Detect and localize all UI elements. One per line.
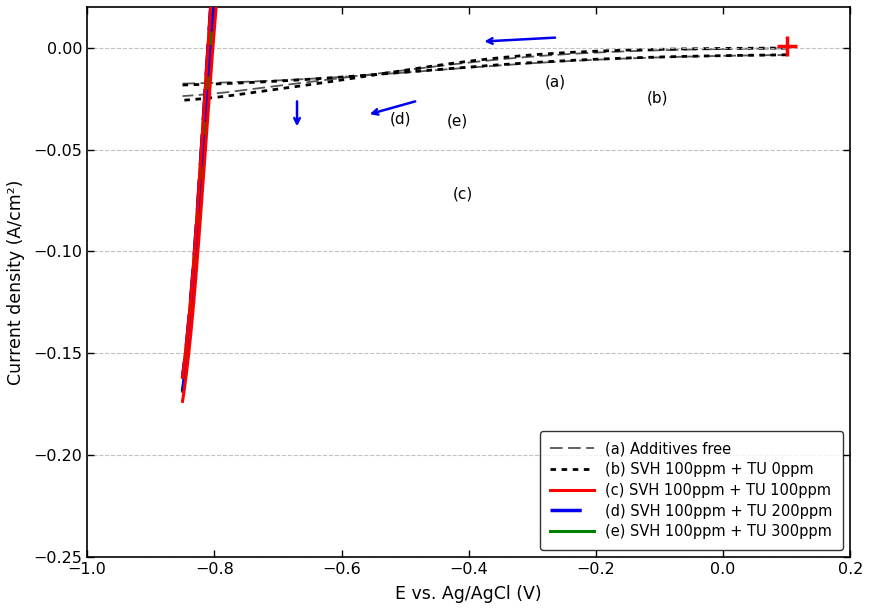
Text: (e): (e): [446, 113, 468, 128]
Text: (a): (a): [545, 74, 566, 90]
Text: (c): (c): [453, 187, 473, 201]
Text: (d): (d): [388, 111, 410, 126]
Y-axis label: Current density (A/cm²): Current density (A/cm²): [7, 179, 25, 384]
Legend: (a) Additives free, (b) SVH 100ppm + TU 0ppm, (c) SVH 100ppm + TU 100ppm, (d) SV: (a) Additives free, (b) SVH 100ppm + TU …: [540, 431, 842, 550]
Text: (b): (b): [646, 91, 667, 106]
X-axis label: E vs. Ag/AgCl (V): E vs. Ag/AgCl (V): [395, 585, 541, 603]
